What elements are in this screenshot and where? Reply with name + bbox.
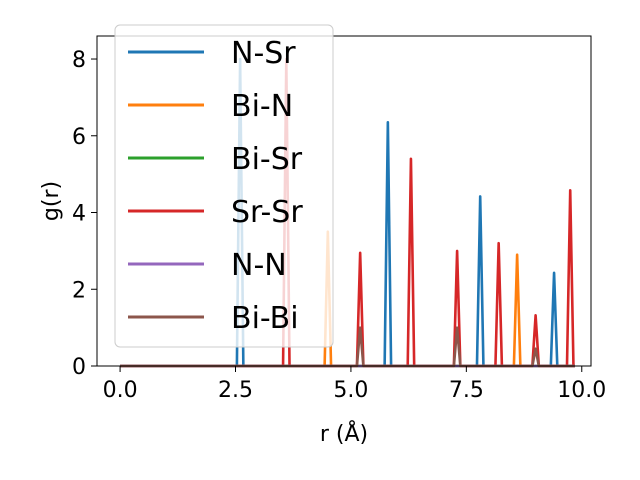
axes-frame: [96, 35, 592, 367]
series-line-bi-bi: [120, 326, 575, 368]
x-axis: 0.0 2.5 5.0 7.5 10.0: [103, 366, 606, 403]
x-tick-label: 7.5: [449, 378, 484, 403]
x-axis-title: r (Å): [320, 420, 368, 447]
legend-label-bi-sr: Bi-Sr: [231, 142, 303, 177]
x-tick-label: 10.0: [557, 378, 606, 403]
legend-label-sr-sr: Sr-Sr: [231, 195, 303, 230]
legend-label-bi-n: Bi-N: [231, 89, 293, 124]
y-tick-label: 4: [72, 202, 86, 227]
y-axis-title: g(r): [39, 181, 64, 221]
legend: N-Sr Bi-N Bi-Sr Sr-Sr N-N Bi-Bi: [114, 24, 334, 348]
legend-label-n-sr: N-Sr: [231, 36, 296, 71]
y-tick-label: 2: [72, 278, 86, 303]
legend-frame: [114, 24, 334, 348]
legend-label-bi-bi: Bi-Bi: [231, 301, 299, 336]
x-tick-label: 2.5: [218, 378, 253, 403]
y-tick-label: 8: [72, 48, 86, 73]
y-tick-label: 6: [72, 125, 86, 150]
y-axis: 0 2 4 6 8: [72, 48, 97, 380]
y-tick-label: 0: [72, 355, 86, 380]
legend-label-n-n: N-N: [231, 248, 287, 283]
x-tick-label: 5.0: [333, 378, 368, 403]
x-tick-label: 0.0: [103, 378, 138, 403]
